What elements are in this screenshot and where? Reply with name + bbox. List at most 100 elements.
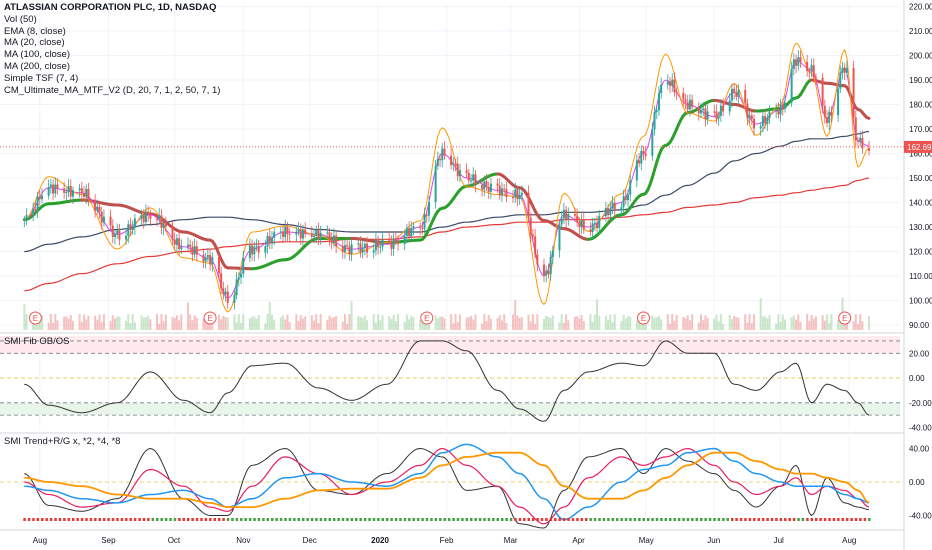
smi-fib-label[interactable]: SMI Fib OB/OS	[4, 336, 70, 347]
candle-body	[551, 250, 554, 258]
time-axis-label: Apr	[572, 536, 585, 545]
trend-dot	[49, 518, 53, 521]
volume-bar	[598, 315, 601, 330]
trend-dot	[629, 518, 632, 521]
volume-bar	[688, 320, 691, 330]
candle-body	[288, 233, 291, 235]
volume-bar	[657, 315, 660, 330]
smi-trend-label[interactable]: SMI Trend+R/G x, *2, *4, *8	[4, 436, 121, 447]
trend-dot	[726, 518, 730, 521]
trend-dot	[63, 518, 66, 521]
candle-body	[531, 234, 534, 237]
trend-dot	[156, 518, 159, 521]
trend-dot	[611, 518, 615, 521]
trend-dot	[213, 518, 216, 521]
volume-bar	[233, 314, 236, 330]
candle-body	[839, 72, 842, 89]
candle-body	[94, 199, 97, 211]
earnings-marker	[28, 311, 42, 325]
candle-body	[206, 255, 209, 258]
trend-dot	[390, 518, 393, 521]
candle-body	[178, 238, 181, 250]
candle-body	[578, 222, 581, 228]
candle-body	[113, 233, 116, 238]
price-tick-label: 180.00	[909, 100, 932, 109]
candle-body	[116, 230, 119, 234]
volume-bar	[812, 318, 815, 330]
earnings-marker-label: E	[424, 314, 429, 323]
volume-bar	[140, 315, 143, 330]
volume-bar	[405, 314, 408, 330]
candle-body	[394, 238, 397, 242]
earnings-marker	[838, 311, 852, 325]
trend-dot	[788, 518, 791, 521]
legend-ema[interactable]: EMA (8, close)	[4, 25, 66, 37]
legend-vol[interactable]: Vol (50)	[4, 13, 37, 25]
volume-bar	[520, 317, 523, 330]
candle-body	[186, 244, 189, 247]
volume-bar	[346, 323, 349, 330]
legend-tsf[interactable]: Simple TSF (7, 4)	[4, 72, 79, 84]
candle-body	[609, 208, 612, 216]
volume-bar	[567, 320, 570, 330]
legend-cm-ma[interactable]: CM_Ultimate_MA_MTF_V2 (D, 20, 7, 1, 2, 5…	[4, 84, 221, 96]
trend-dot	[434, 518, 438, 521]
candle-body	[255, 246, 258, 248]
volume-bar	[295, 314, 298, 330]
candle-body	[472, 174, 475, 181]
volume-bar	[669, 323, 672, 330]
legend-ma20[interactable]: MA (20, close)	[4, 37, 65, 49]
volume-bar	[465, 317, 468, 330]
volume-bar	[441, 316, 444, 330]
candle-body	[374, 240, 377, 251]
trend-dot	[355, 518, 358, 521]
volume-bar	[410, 315, 413, 330]
volume-bar	[655, 317, 658, 330]
trend-dot	[421, 518, 424, 521]
volume-bar	[704, 315, 707, 330]
candle-body	[83, 193, 86, 197]
candle-body	[797, 57, 800, 66]
volume-bar	[330, 317, 333, 330]
trend-dot	[580, 518, 584, 521]
volume-bar	[156, 314, 159, 330]
trend-dot	[447, 518, 451, 521]
legend-ma200[interactable]: MA (200, close)	[4, 60, 70, 72]
trend-dot	[593, 518, 597, 521]
candle-body	[341, 246, 344, 252]
trend-dot	[801, 518, 805, 521]
volume-bar	[301, 318, 304, 330]
trend-dot	[496, 518, 500, 521]
candle-body	[189, 244, 192, 247]
candle-body	[248, 245, 251, 259]
volume-bar	[635, 320, 638, 330]
candle-body	[604, 208, 607, 217]
trend-dot	[708, 518, 712, 521]
trend-dot	[324, 518, 327, 521]
smi-fib-tick-label: -40.00	[909, 424, 932, 433]
legend-ma100[interactable]: MA (100, close)	[4, 49, 70, 61]
smi-fib-tick-label: 0.00	[909, 374, 925, 383]
price-tick-label: 200.00	[909, 51, 932, 60]
volume-bar	[217, 314, 220, 330]
candle-body	[49, 184, 52, 187]
trend-dot	[346, 518, 349, 521]
volume-bar	[332, 317, 335, 330]
volume-bar	[868, 316, 871, 330]
volume-bar	[69, 314, 72, 330]
trend-dot	[297, 518, 301, 521]
candle-body	[549, 257, 552, 275]
candle-body	[573, 214, 576, 216]
trend-dot	[182, 518, 186, 521]
volume-bar	[699, 314, 702, 330]
candle-body	[806, 61, 809, 72]
trend-dot	[41, 518, 44, 521]
trend-dot	[363, 518, 367, 521]
price-tick-label: 140.00	[909, 199, 932, 208]
time-axis-label: Jun	[707, 536, 720, 545]
candle-body	[607, 208, 610, 216]
volume-bar	[118, 316, 121, 330]
trend-dot	[54, 518, 57, 521]
volume-bar	[251, 316, 254, 330]
volume-bar	[744, 314, 747, 330]
